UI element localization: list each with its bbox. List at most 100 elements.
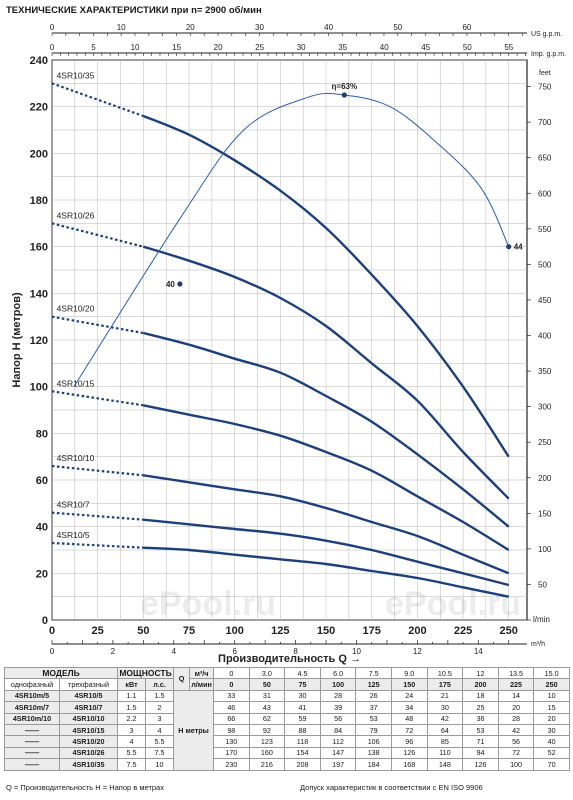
m3h-tick-label: 2: [111, 647, 116, 656]
x-tick-label: 25: [92, 625, 104, 637]
three-phase-model: 4SR10/7: [58, 701, 119, 714]
table-row: —— 4SR10/15 3 4 98 92 88 84 79 72 64 53 42 30: [4, 723, 570, 737]
y-tick-label: 120: [30, 335, 48, 347]
imp_gpm-tick-label: 50: [463, 43, 472, 52]
efficiency-label: 40: [166, 280, 175, 289]
lmin-value: 175: [426, 678, 464, 691]
power-hp: 5.5: [145, 735, 175, 748]
head-value: 18: [462, 689, 499, 703]
m3h-value: 0: [213, 666, 250, 680]
head-value: 30: [284, 689, 321, 703]
series-line: [142, 114, 510, 458]
three-phase-model: 4SR10/15: [58, 723, 119, 737]
us_gpm-tick-label: 30: [255, 23, 264, 32]
series-line-dotted: [51, 390, 144, 407]
head-value: 37: [355, 701, 392, 714]
series-label: 4SR10/35: [57, 70, 95, 80]
y-tick-label: 240: [30, 55, 48, 67]
head-value: 41: [284, 701, 321, 714]
head-value: 138: [355, 746, 392, 760]
head-value: 66: [213, 712, 250, 725]
m3h-tick-label: 6: [232, 647, 237, 656]
head-value: 10: [533, 689, 570, 703]
efficiency-marker: [177, 281, 183, 287]
single-phase-model: ——: [4, 758, 60, 771]
y-axis-title: Напор H (метров): [11, 292, 23, 388]
y-tick-label: 80: [36, 428, 48, 440]
head-value: 34: [390, 701, 428, 714]
head-value: 53: [462, 723, 499, 737]
feet-tick-label: 500: [538, 260, 552, 269]
imp_gpm-unit-label: Imp. g.p.m.: [531, 51, 566, 58]
m3h-value: 10.5: [426, 666, 464, 680]
us_gpm-tick-label: 40: [324, 23, 333, 32]
head-value: 30: [533, 723, 570, 737]
m3h-tick-label: 4: [172, 647, 177, 656]
series-line-dotted: [51, 222, 144, 248]
lmin-value: 125: [355, 678, 392, 691]
feet-tick-label: 650: [538, 154, 552, 163]
imp_gpm-tick-label: 55: [504, 43, 513, 52]
head-value: 30: [426, 701, 464, 714]
head-value: 168: [390, 758, 428, 771]
y-tick-label: 0: [42, 615, 48, 627]
series-label: 4SR10/7: [57, 500, 90, 510]
table-row: —— 4SR10/20 4 5.5 130 123 118 112 106 96 85 71 56 40: [4, 735, 570, 748]
single-phase-model: 4SR10m/5: [4, 689, 60, 703]
x-unit-label: l/min: [533, 615, 550, 624]
head-value: 216: [248, 758, 286, 771]
head-value: 14: [497, 689, 535, 703]
head-value: 42: [426, 712, 464, 725]
footer-legend: Q = Производительность H = Напор в метра…: [6, 783, 164, 792]
feet-tick-label: 200: [538, 474, 552, 483]
power-kw: 5.5: [117, 746, 147, 760]
x-tick-label: 225: [454, 625, 472, 637]
power-kw: 2.2: [117, 712, 147, 725]
lmin-value: 100: [319, 678, 357, 691]
imp_gpm-tick-label: 0: [50, 43, 55, 52]
m3h-value: 3.0: [248, 666, 286, 680]
head-value: 94: [462, 746, 499, 760]
y-tick-label: 60: [36, 475, 48, 487]
m3h-value: 9.0: [390, 666, 428, 680]
feet-tick-label: 600: [538, 189, 552, 198]
us_gpm-tick-label: 60: [462, 23, 471, 32]
lmin-value: 150: [390, 678, 428, 691]
table-row: 4SR10m/7 4SR10/7 1.5 2 46 43 41 39 37 34 30 25 20 15: [4, 701, 570, 714]
y-tick-label: 20: [36, 568, 48, 580]
head-value: 21: [426, 689, 464, 703]
head-value: 28: [497, 712, 535, 725]
single-phase-model: 4SR10m/7: [4, 701, 60, 714]
lmin-unit: л/мин: [189, 678, 215, 691]
power-hp: 3: [145, 712, 175, 725]
imp_gpm-tick-label: 15: [172, 43, 181, 52]
hp-header: л.с.: [145, 678, 175, 691]
x-tick-label: 100: [226, 625, 244, 637]
head-value: 130: [213, 735, 250, 748]
single-phase-header: однофазный: [4, 678, 60, 691]
three-phase-model: 4SR10/5: [58, 689, 119, 703]
series-label: 4SR10/10: [57, 453, 95, 463]
head-value: 106: [355, 735, 392, 748]
head-value: 71: [462, 735, 499, 748]
q-header: Q: [173, 667, 191, 691]
m3h-tick-label: 12: [413, 647, 422, 656]
head-value: 59: [284, 712, 321, 725]
efficiency-marker: [341, 92, 347, 98]
head-value: 46: [213, 701, 250, 714]
series-line-dotted: [51, 541, 144, 549]
lmin-value: 50: [248, 678, 286, 691]
head-value: 126: [462, 758, 499, 771]
x-tick-label: 200: [408, 625, 426, 637]
power-kw: 3: [117, 723, 147, 737]
feet-tick-label: 700: [538, 118, 552, 127]
series-label: 4SR10/20: [57, 304, 95, 314]
imp_gpm-tick-label: 10: [131, 43, 140, 52]
power-kw: 7.5: [117, 758, 147, 771]
head-value: 79: [355, 723, 392, 737]
feet-tick-label: 150: [538, 509, 552, 518]
imp_gpm-tick-label: 5: [91, 43, 96, 52]
head-value: 25: [462, 701, 499, 714]
